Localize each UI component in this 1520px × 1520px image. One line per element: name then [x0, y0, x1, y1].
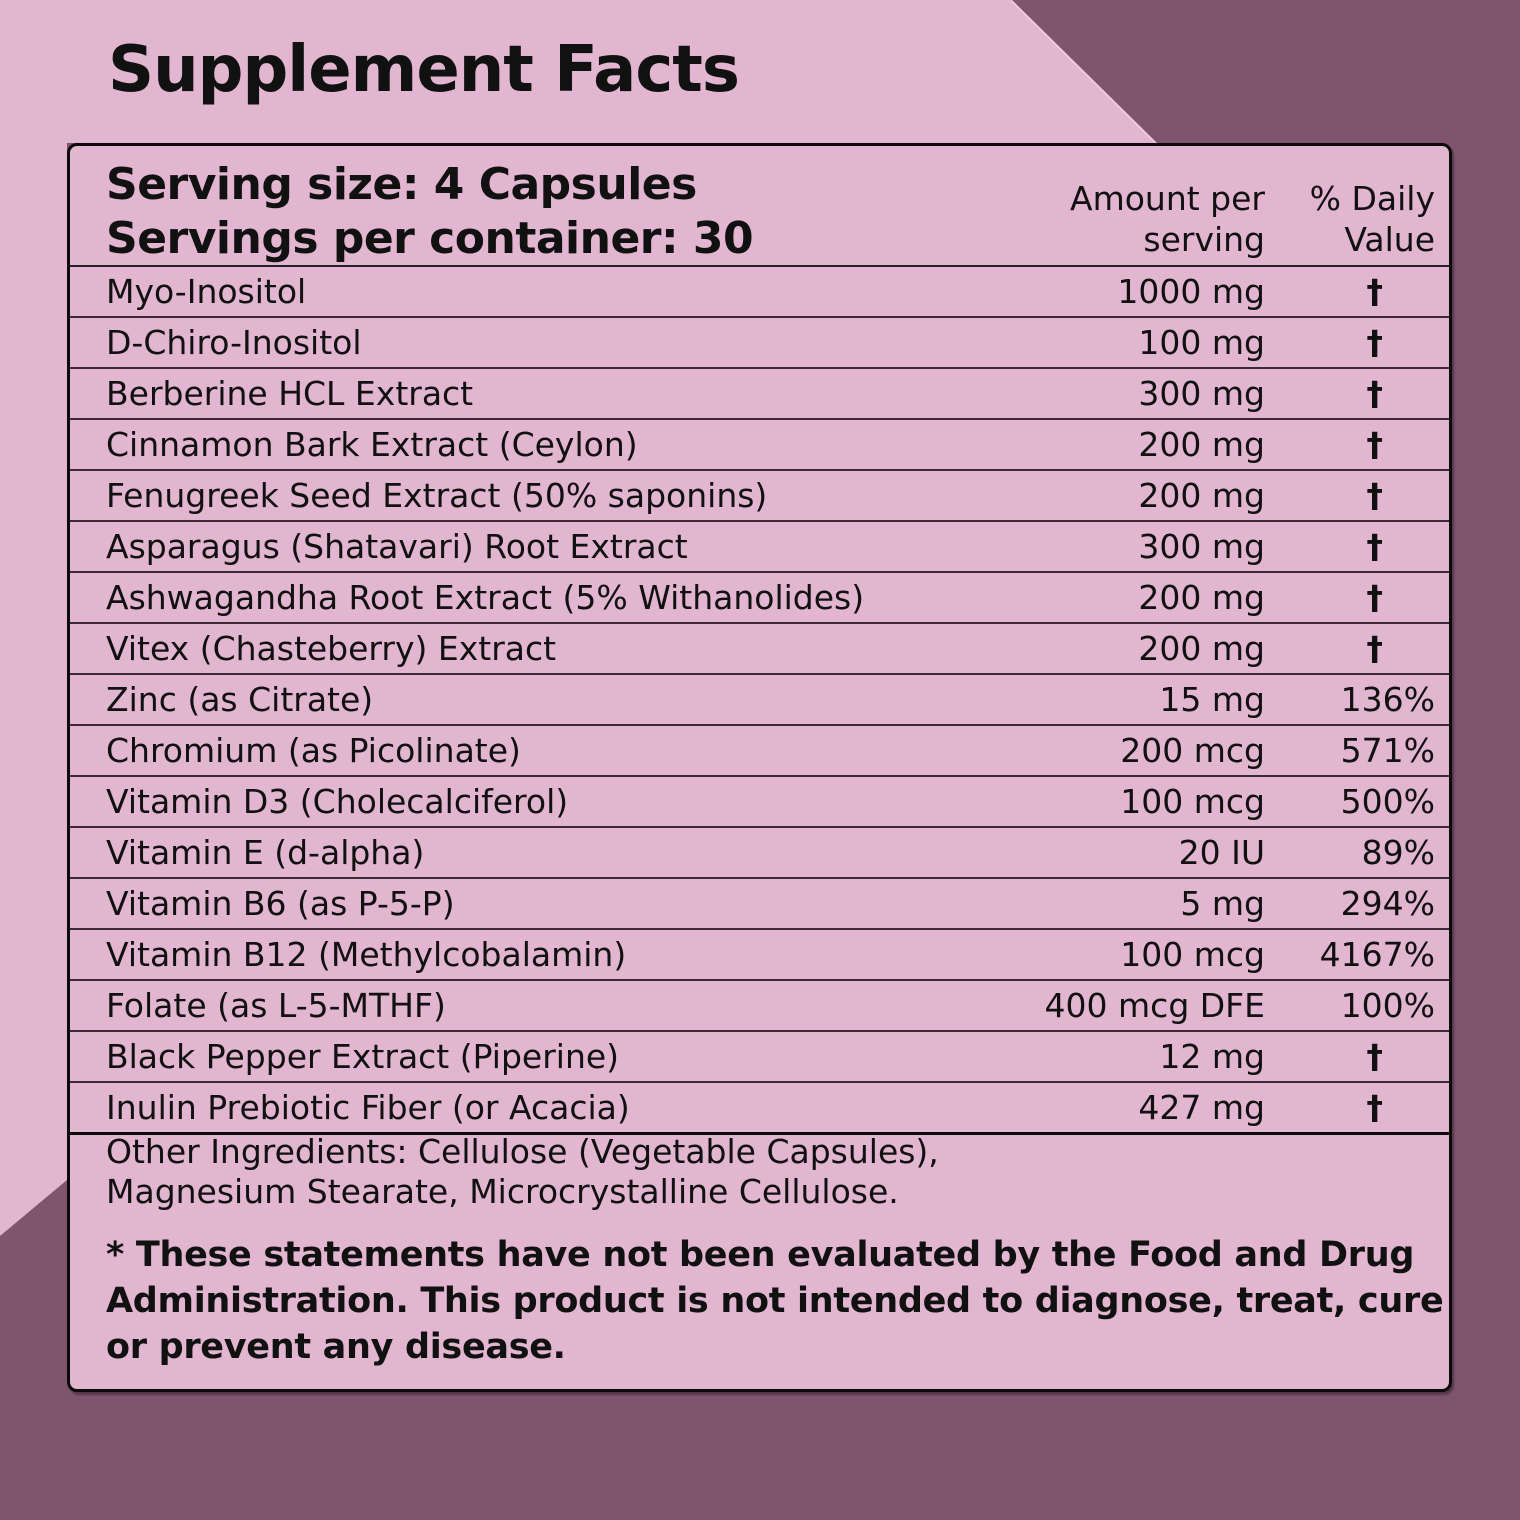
- ingredient-name: Berberine HCL Extract: [106, 374, 474, 413]
- table-row: Vitamin B6 (as P-5-P) 5 mg 294%: [70, 879, 1449, 930]
- column-header-dv-line2: Value: [1344, 220, 1435, 259]
- table-row: Black Pepper Extract (Piperine) 12 mg †: [70, 1032, 1449, 1083]
- ingredient-amount: 200 mcg: [1120, 731, 1265, 770]
- column-header-amount: Amount per serving: [1070, 178, 1265, 260]
- facts-header: Serving size: 4 Capsules Servings per co…: [70, 146, 1449, 267]
- table-row: Zinc (as Citrate) 15 mg 136%: [70, 675, 1449, 726]
- table-row: Chromium (as Picolinate) 200 mcg 571%: [70, 726, 1449, 777]
- serving-size: Serving size: 4 Capsules: [106, 159, 697, 210]
- dagger-icon: †: [1366, 1037, 1384, 1076]
- supplement-facts-panel: Serving size: 4 Capsules Servings per co…: [67, 143, 1452, 1392]
- dagger-icon: †: [1366, 272, 1384, 311]
- dagger-icon: †: [1366, 374, 1384, 413]
- servings-per-container: Servings per container: 30: [106, 213, 754, 264]
- ingredient-amount: 15 mg: [1159, 680, 1265, 719]
- column-header-dv-line1: % Daily: [1309, 179, 1435, 218]
- dagger-icon: †: [1366, 629, 1384, 668]
- column-header-amount-line1: Amount per: [1070, 179, 1265, 218]
- table-row: Cinnamon Bark Extract (Ceylon) 200 mg †: [70, 420, 1449, 471]
- ingredient-name: Vitex (Chasteberry) Extract: [106, 629, 557, 668]
- ingredient-name: Folate (as L-5-MTHF): [106, 986, 446, 1025]
- ingredient-amount: 300 mg: [1138, 374, 1265, 413]
- ingredient-name: Zinc (as Citrate): [106, 680, 374, 719]
- ingredient-name: Asparagus (Shatavari) Root Extract: [106, 527, 688, 566]
- table-row: Vitamin E (d-alpha) 20 IU 89%: [70, 828, 1449, 879]
- fda-disclaimer: * These statements have not been evaluat…: [106, 1235, 1444, 1367]
- table-row: Vitamin D3 (Cholecalciferol) 100 mcg 500%: [70, 777, 1449, 828]
- ingredient-name: Vitamin B12 (Methylcobalamin): [106, 935, 627, 974]
- table-row: D-Chiro-Inositol 100 mg †: [70, 318, 1449, 369]
- table-row: Vitamin B12 (Methylcobalamin) 100 mcg 4167…: [70, 930, 1449, 981]
- ingredient-daily-value: 100%: [1340, 986, 1435, 1025]
- ingredient-amount: 200 mg: [1138, 476, 1265, 515]
- dagger-icon: †: [1366, 476, 1384, 515]
- ingredient-amount: 5 mg: [1180, 884, 1265, 923]
- ingredient-name: Ashwagandha Root Extract (5% Withanolide…: [106, 578, 865, 617]
- table-row: Ashwagandha Root Extract (5% Withanolide…: [70, 573, 1449, 624]
- ingredient-amount: 100 mcg: [1120, 935, 1265, 974]
- table-row: Inulin Prebiotic Fiber (or Acacia) 427 mg…: [70, 1083, 1449, 1135]
- column-header-amount-line2: serving: [1143, 220, 1265, 259]
- ingredient-amount: 200 mg: [1138, 425, 1265, 464]
- ingredient-daily-value: 294%: [1340, 884, 1435, 923]
- serving-info: Serving size: 4 Capsules Servings per co…: [106, 158, 754, 266]
- ingredient-amount: 300 mg: [1138, 527, 1265, 566]
- table-row: Myo-Inositol 1000 mg †: [70, 267, 1449, 318]
- ingredient-amount: 200 mg: [1138, 629, 1265, 668]
- ingredient-table: Myo-Inositol 1000 mg † D-Chiro-Inositol 100 …: [70, 267, 1449, 1135]
- ingredient-daily-value: 136%: [1340, 680, 1435, 719]
- background-light-top: [0, 0, 1157, 143]
- dagger-icon: †: [1366, 425, 1384, 464]
- ingredient-name: Chromium (as Picolinate): [106, 731, 521, 770]
- ingredient-amount: 427 mg: [1138, 1088, 1265, 1127]
- ingredient-daily-value: 500%: [1340, 782, 1435, 821]
- dagger-icon: †: [1366, 323, 1384, 362]
- table-row: Berberine HCL Extract 300 mg †: [70, 369, 1449, 420]
- ingredient-amount: 200 mg: [1138, 578, 1265, 617]
- ingredient-name: Black Pepper Extract (Piperine): [106, 1037, 620, 1076]
- ingredient-name: Inulin Prebiotic Fiber (or Acacia): [106, 1088, 630, 1127]
- ingredient-daily-value: 4167%: [1319, 935, 1435, 974]
- background-light-left: [0, 143, 67, 1236]
- ingredient-amount: 100 mg: [1138, 323, 1265, 362]
- ingredient-amount: 20 IU: [1178, 833, 1265, 872]
- ingredient-amount: 100 mcg: [1120, 782, 1265, 821]
- page-title: Supplement Facts: [108, 33, 740, 107]
- ingredient-name: Cinnamon Bark Extract (Ceylon): [106, 425, 638, 464]
- ingredient-amount: 1000 mg: [1117, 272, 1265, 311]
- table-row: Fenugreek Seed Extract (50% saponins) 200…: [70, 471, 1449, 522]
- table-row: Folate (as L-5-MTHF) 400 mcg DFE 100%: [70, 981, 1449, 1032]
- other-ingredients-line2: Magnesium Stearate, Microcrystalline Cel…: [106, 1172, 899, 1211]
- ingredient-daily-value: 571%: [1340, 731, 1435, 770]
- table-row: Vitex (Chasteberry) Extract 200 mg †: [70, 624, 1449, 675]
- table-row: Asparagus (Shatavari) Root Extract 300 mg…: [70, 522, 1449, 573]
- dagger-icon: †: [1366, 578, 1384, 617]
- column-header-daily-value: % Daily Value: [1310, 178, 1435, 260]
- ingredient-amount: 400 mcg DFE: [1044, 986, 1265, 1025]
- ingredient-name: Fenugreek Seed Extract (50% saponins): [106, 476, 768, 515]
- ingredient-name: D-Chiro-Inositol: [106, 323, 362, 362]
- ingredient-daily-value: 89%: [1361, 833, 1435, 872]
- ingredient-name: Vitamin E (d-alpha): [106, 833, 425, 872]
- other-ingredients-line1: Other Ingredients: Cellulose (Vegetable …: [106, 1132, 939, 1171]
- dagger-icon: †: [1366, 1088, 1384, 1127]
- ingredient-name: Vitamin D3 (Cholecalciferol): [106, 782, 569, 821]
- dagger-icon: †: [1366, 527, 1384, 566]
- ingredient-amount: 12 mg: [1159, 1037, 1265, 1076]
- ingredient-name: Myo-Inositol: [106, 272, 307, 311]
- ingredient-name: Vitamin B6 (as P-5-P): [106, 884, 455, 923]
- other-ingredients: Other Ingredients: Cellulose (Vegetable …: [106, 1132, 939, 1212]
